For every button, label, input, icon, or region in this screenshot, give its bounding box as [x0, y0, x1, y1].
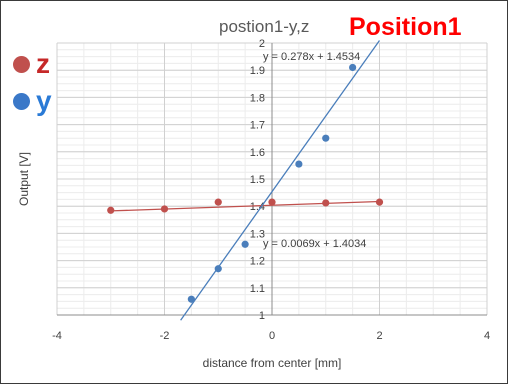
y-tick-label: 1.1 — [250, 283, 265, 295]
trendline-equation-z: y = 0.0069x + 1.4034 — [263, 238, 366, 250]
x-tick-label: 4 — [484, 330, 490, 342]
y-axis-title: Output [V] — [17, 152, 31, 206]
legend-label-z: z — [36, 48, 50, 79]
trendline-equation-y: y = 0.278x + 1.4534 — [263, 51, 360, 63]
data-point-z — [322, 199, 330, 207]
y-tick-label: 1 — [259, 310, 265, 322]
data-point-z — [268, 198, 276, 206]
data-point-y — [295, 160, 303, 168]
data-point-y — [349, 63, 357, 72]
y-tick-label: 1.4 — [250, 201, 265, 213]
data-point-y — [322, 134, 330, 142]
chart-title: postion1-y,z — [219, 17, 309, 36]
legend-label-y: y — [36, 85, 52, 116]
y-tick-label: 1.8 — [250, 92, 265, 104]
legend-item-y: y — [13, 85, 52, 117]
y-tick-label: 1.2 — [250, 256, 265, 268]
legend-item-z: z — [13, 48, 50, 80]
x-tick-label: -4 — [52, 330, 62, 342]
y-tick-label: 1.3 — [250, 228, 265, 240]
legend-marker-y — [13, 92, 30, 110]
y-tick-label: 2 — [259, 38, 265, 50]
data-point-z — [107, 206, 115, 214]
data-point-y — [214, 265, 222, 273]
legend-marker-z — [13, 55, 30, 73]
y-tick-label: 1.5 — [250, 174, 265, 186]
trendline-z — [110, 200, 380, 212]
x-tick-label: -2 — [160, 330, 170, 342]
y-tick-label: 1.9 — [250, 65, 265, 77]
x-tick-label: 2 — [376, 330, 382, 342]
y-tick-label: 1.6 — [250, 147, 265, 159]
data-point-y — [241, 240, 249, 248]
data-point-z — [214, 198, 222, 206]
x-axis-title: distance from center [mm] — [203, 356, 342, 370]
overlay-title: Position1 — [349, 13, 462, 41]
trendline-y — [180, 40, 381, 321]
y-tick-label: 1.7 — [250, 120, 265, 132]
data-point-z — [160, 205, 169, 213]
data-point-z — [375, 198, 384, 206]
data-point-y — [187, 295, 195, 303]
x-tick-label: 0 — [269, 330, 275, 342]
